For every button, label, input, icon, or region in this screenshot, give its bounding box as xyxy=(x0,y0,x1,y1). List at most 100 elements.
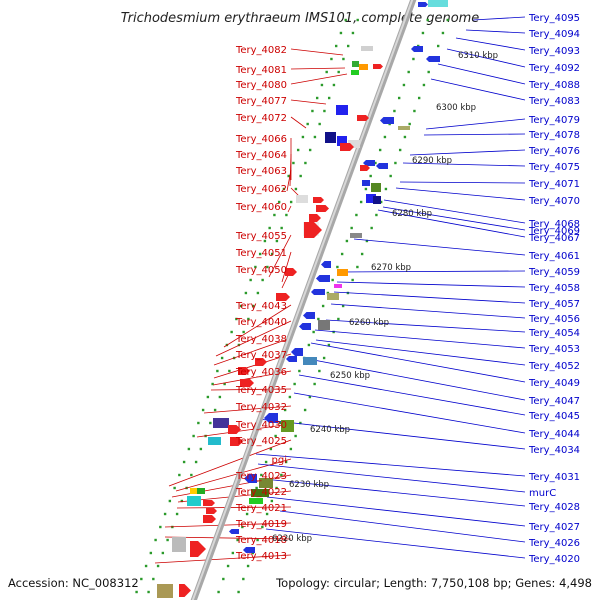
gene-label[interactable]: Tery_4060 xyxy=(235,202,287,213)
gene-arrow[interactable] xyxy=(264,413,278,423)
gene-arrow[interactable] xyxy=(203,515,216,523)
gene-label[interactable]: Tery_4045 xyxy=(528,411,580,422)
gene-arrow[interactable] xyxy=(426,56,440,62)
gene-box[interactable] xyxy=(334,284,342,288)
gene-box[interactable] xyxy=(371,183,381,192)
gene-label[interactable]: Tery_4094 xyxy=(528,29,580,40)
gene-arrow[interactable] xyxy=(309,214,321,222)
gene-label[interactable]: Tery_4088 xyxy=(528,80,580,91)
gene-arrow[interactable] xyxy=(363,160,375,166)
gene-label[interactable]: Tery_4058 xyxy=(528,283,580,294)
gene-box[interactable] xyxy=(208,437,221,445)
gene-arrow[interactable] xyxy=(240,379,254,387)
gene-label[interactable]: Tery_4038 xyxy=(235,334,287,345)
gene-arrow[interactable] xyxy=(299,323,311,330)
gene-label[interactable]: Tery_4095 xyxy=(528,13,580,24)
gene-label[interactable]: Tery_4020 xyxy=(528,554,580,565)
gene-label[interactable]: Tery_4025 xyxy=(235,436,287,447)
gene-box[interactable] xyxy=(281,420,294,432)
gene-arrow[interactable] xyxy=(313,197,324,203)
gene-label[interactable]: Tery_4031 xyxy=(528,472,580,483)
gene-box[interactable] xyxy=(361,46,373,51)
gene-box[interactable] xyxy=(251,489,269,497)
gene-label[interactable]: Tery_4027 xyxy=(528,522,580,533)
gene-label[interactable]: Tery_4019 xyxy=(235,519,287,530)
gene-label[interactable]: murC xyxy=(529,488,556,499)
gene-label[interactable]: Tery_4054 xyxy=(528,328,580,339)
gene-box[interactable] xyxy=(428,0,448,7)
gene-label[interactable]: Tery_4082 xyxy=(235,45,287,56)
gene-arrow[interactable] xyxy=(286,356,297,362)
gene-label[interactable]: Tery_4047 xyxy=(528,396,580,407)
gene-label[interactable]: Tery_4075 xyxy=(528,162,580,173)
gene-box[interactable] xyxy=(348,140,360,148)
gene-label[interactable]: Tery_4034 xyxy=(528,445,580,456)
gene-box[interactable] xyxy=(318,320,330,330)
gene-box[interactable] xyxy=(336,105,348,115)
gene-arrow[interactable] xyxy=(230,437,243,446)
gene-box[interactable] xyxy=(172,537,186,552)
gene-label[interactable]: Tery_4037 xyxy=(235,350,287,361)
gene-label[interactable]: Tery_4050 xyxy=(235,265,287,276)
gene-label[interactable]: Tery_4052 xyxy=(528,361,580,372)
gene-box[interactable] xyxy=(197,488,205,494)
gene-label[interactable]: Tery_4069 xyxy=(528,226,580,237)
gene-box[interactable] xyxy=(359,64,368,70)
gene-label[interactable]: Tery_4013 xyxy=(235,551,287,562)
gene-arrow[interactable] xyxy=(311,289,325,295)
gene-box[interactable] xyxy=(325,132,336,143)
gene-arrow[interactable] xyxy=(179,584,191,597)
gene-box[interactable] xyxy=(327,293,339,300)
gene-arrow[interactable] xyxy=(316,275,330,282)
gene-arrow[interactable] xyxy=(373,64,383,69)
gene-label[interactable]: Tery_4068 xyxy=(528,219,580,230)
gene-label[interactable]: Tery_4061 xyxy=(528,251,580,262)
gene-box[interactable] xyxy=(296,195,308,203)
gene-label[interactable]: Tery_4036 xyxy=(235,367,287,378)
gene-label[interactable]: Tery_4018 xyxy=(235,535,287,546)
gene-label[interactable]: Tery_4049 xyxy=(528,378,580,389)
gene-label[interactable]: Tery_4071 xyxy=(528,179,580,190)
gene-label[interactable]: Tery_4051 xyxy=(235,248,287,259)
gene-label[interactable]: Tery_4057 xyxy=(528,299,580,310)
gene-label[interactable]: Tery_4023 xyxy=(235,471,287,482)
gene-label[interactable]: Tery_4063 xyxy=(235,166,287,177)
gene-arrow[interactable] xyxy=(411,46,423,52)
gene-box[interactable] xyxy=(350,233,362,238)
gene-label[interactable]: Tery_4066 xyxy=(235,134,287,145)
gene-arrow[interactable] xyxy=(243,547,255,553)
gene-label[interactable]: Tery_4081 xyxy=(235,65,287,76)
gene-label[interactable]: Tery_4056 xyxy=(528,314,580,325)
gene-label[interactable]: Tery_4072 xyxy=(235,113,287,124)
gene-label[interactable]: Tery_4067 xyxy=(528,233,580,244)
gene-arrow[interactable] xyxy=(190,541,206,557)
gene-label[interactable]: Tery_4064 xyxy=(235,150,287,161)
gene-label[interactable]: Tery_4079 xyxy=(528,115,580,126)
gene-label[interactable]: Tery_4080 xyxy=(235,80,287,91)
gene-arrow[interactable] xyxy=(291,348,303,356)
gene-arrow[interactable] xyxy=(244,474,257,483)
gene-label[interactable]: Tery_4070 xyxy=(528,196,580,207)
gene-label[interactable]: pgi xyxy=(272,455,287,466)
gene-label[interactable]: Tery_4044 xyxy=(528,429,580,440)
gene-arrow[interactable] xyxy=(316,205,329,212)
gene-label[interactable]: Tery_4022 xyxy=(235,487,287,498)
gene-label[interactable]: Tery_4026 xyxy=(528,538,580,549)
gene-label[interactable]: Tery_4040 xyxy=(235,317,287,328)
gene-box[interactable] xyxy=(337,136,347,146)
gene-arrow[interactable] xyxy=(228,425,241,434)
gene-arrow[interactable] xyxy=(418,2,428,7)
gene-arrow[interactable] xyxy=(376,163,388,169)
gene-arrow[interactable] xyxy=(304,222,322,238)
gene-label[interactable]: Tery_4076 xyxy=(528,146,580,157)
gene-box[interactable] xyxy=(398,126,410,130)
gene-arrow[interactable] xyxy=(303,312,315,319)
gene-box[interactable] xyxy=(351,70,359,75)
gene-label[interactable]: Tery_4032 xyxy=(235,402,287,413)
gene-box[interactable] xyxy=(259,478,273,488)
gene-arrow[interactable] xyxy=(340,143,354,151)
gene-box[interactable] xyxy=(303,357,317,365)
gene-box[interactable] xyxy=(213,418,229,428)
gene-arrow[interactable] xyxy=(255,358,267,366)
gene-label[interactable]: Tery_4021 xyxy=(235,503,287,514)
